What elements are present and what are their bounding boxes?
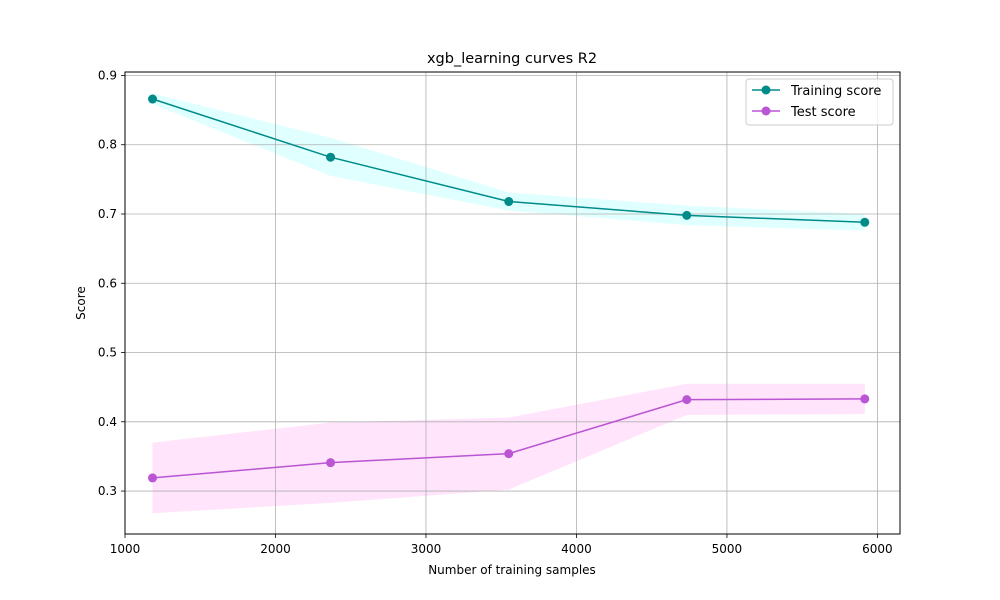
x-axis-ticks: 1000 2000 3000 4000 5000 6000 [110, 534, 893, 556]
y-tick-label: 0.5 [98, 346, 117, 360]
data-point-series-1 [504, 449, 514, 459]
y-tick-label: 0.9 [98, 68, 117, 82]
legend-training-marker [761, 85, 771, 95]
x-tick-label: 6000 [862, 542, 893, 556]
data-point-series-1 [860, 394, 870, 404]
data-point-series-0 [504, 197, 514, 207]
x-tick-label: 2000 [260, 542, 291, 556]
y-tick-label: 0.3 [98, 484, 117, 498]
data-point-series-0 [326, 152, 336, 162]
legend-box [745, 78, 894, 126]
chart-title: xgb_learning curves R2 [427, 51, 597, 67]
x-tick-label: 3000 [411, 542, 442, 556]
data-point-series-0 [148, 94, 158, 104]
plot-frame [124, 71, 901, 535]
x-tick-label: 5000 [712, 542, 743, 556]
y-axis-label: Score [74, 286, 88, 320]
legend-test-marker [761, 106, 771, 116]
y-tick-label: 0.8 [98, 138, 117, 152]
band-series-1 [152, 383, 865, 514]
legend-training-label: Training score [790, 84, 881, 99]
y-axis-ticks: 0.3 0.4 0.5 0.6 0.7 0.8 0.9 [98, 68, 125, 498]
y-tick-label: 0.7 [98, 207, 117, 221]
y-tick-label: 0.4 [98, 415, 117, 429]
data-point-series-1 [682, 395, 692, 405]
series-markers [148, 94, 870, 483]
legend: Training score Test score [745, 78, 894, 126]
x-tick-label: 4000 [561, 542, 592, 556]
x-tick-label: 1000 [110, 542, 141, 556]
data-point-series-1 [148, 473, 158, 483]
x-axis-label: Number of training samples [428, 563, 596, 577]
data-point-series-0 [860, 217, 870, 227]
data-point-series-1 [326, 458, 336, 468]
data-point-series-0 [682, 210, 692, 220]
y-tick-label: 0.6 [98, 276, 117, 290]
legend-test-label: Test score [790, 105, 856, 120]
